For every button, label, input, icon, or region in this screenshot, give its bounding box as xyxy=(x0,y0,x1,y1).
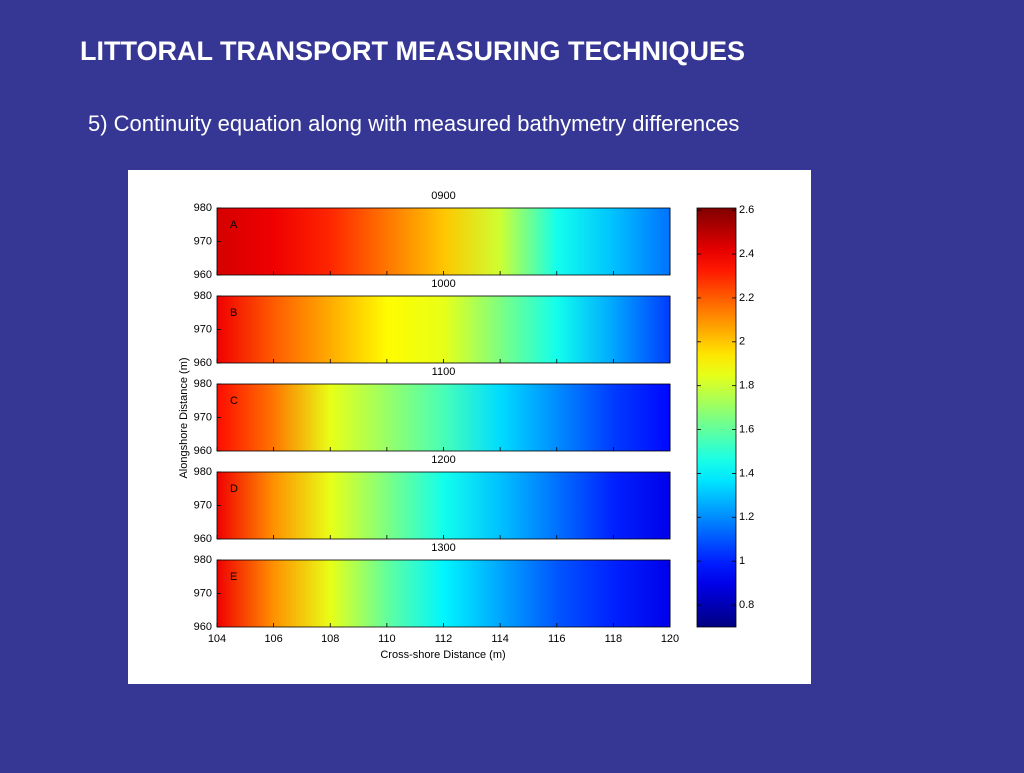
colorbar-tick-label: 2.2 xyxy=(739,292,754,304)
colorbar-tick-label: 1.6 xyxy=(739,423,754,435)
panel-label: B xyxy=(230,307,237,319)
y-tick-label: 970 xyxy=(194,411,212,423)
heatmap-cell xyxy=(556,472,614,539)
y-tick-label: 980 xyxy=(194,202,212,214)
x-tick-label: 106 xyxy=(264,633,282,645)
heatmap-cell xyxy=(613,208,671,275)
heatmap-cell xyxy=(273,296,331,363)
heatmap-cell xyxy=(556,208,614,275)
heatmap-cell xyxy=(556,560,614,627)
heatmap-cell xyxy=(500,296,558,363)
heatmap-cell xyxy=(613,472,671,539)
heatmap-cell xyxy=(443,296,501,363)
y-tick-label: 960 xyxy=(194,533,212,545)
x-tick-label: 116 xyxy=(548,633,566,645)
colorbar xyxy=(696,207,737,628)
heatmap-cell xyxy=(556,296,614,363)
heatmap-cell xyxy=(273,560,331,627)
y-tick-label: 970 xyxy=(194,499,212,511)
x-tick-label: 114 xyxy=(491,633,509,645)
panel-label: E xyxy=(230,571,237,583)
y-tick-label: 980 xyxy=(194,290,212,302)
slide-subtitle: 5) Continuity equation along with measur… xyxy=(88,111,739,136)
colorbar-tick-label: 1.4 xyxy=(739,467,754,479)
y-axis-label: Alongshore Distance (m) xyxy=(178,357,190,478)
panel-label: C xyxy=(230,395,238,407)
slide-title: LITTORAL TRANSPORT MEASURING TECHNIQUES xyxy=(80,36,745,66)
heatmap-cell xyxy=(386,208,444,275)
heatmap-cell xyxy=(386,384,444,451)
heatmap-cell xyxy=(500,560,558,627)
heatmap-cell xyxy=(217,296,275,363)
heatmap-cell xyxy=(273,384,331,451)
heatmap-cell xyxy=(217,384,275,451)
y-tick-label: 970 xyxy=(194,235,212,247)
heatmap-cell xyxy=(330,384,388,451)
panel-label: D xyxy=(230,483,238,495)
colorbar-tick-label: 2.4 xyxy=(739,248,754,260)
heatmap-cell xyxy=(443,208,501,275)
x-tick-label: 118 xyxy=(605,633,623,645)
heatmap-cell xyxy=(556,384,614,451)
heatmap-cell xyxy=(386,472,444,539)
panel-label: A xyxy=(230,219,238,231)
heatmap-cell xyxy=(273,472,331,539)
heatmap-cell xyxy=(443,384,501,451)
panel-title: 1100 xyxy=(432,366,456,378)
y-tick-label: 970 xyxy=(194,323,212,335)
x-axis-label: Cross-shore Distance (m) xyxy=(380,649,505,661)
colorbar-tick-label: 2.6 xyxy=(739,204,754,216)
heatmap-cell xyxy=(613,384,671,451)
y-tick-label: 960 xyxy=(194,269,212,281)
heatmap-cell xyxy=(500,384,558,451)
panel-title: 0900 xyxy=(431,190,455,202)
colorbar-tick-label: 2 xyxy=(739,336,745,348)
heatmap-cell xyxy=(330,296,388,363)
colorbar-tick-label: 1.8 xyxy=(739,380,754,392)
x-tick-label: 112 xyxy=(435,633,453,645)
heatmap-cell xyxy=(273,208,331,275)
heatmap-cell xyxy=(217,560,275,627)
x-tick-label: 104 xyxy=(208,633,226,645)
heatmap-cell xyxy=(217,472,275,539)
y-tick-label: 960 xyxy=(194,357,212,369)
y-tick-label: 980 xyxy=(194,378,212,390)
heatmap-cell xyxy=(330,560,388,627)
heatmap-cell xyxy=(330,208,388,275)
y-tick-label: 970 xyxy=(194,587,212,599)
y-tick-label: 980 xyxy=(194,554,212,566)
heatmap-cell xyxy=(443,472,501,539)
panel-title: 1200 xyxy=(431,454,455,466)
x-tick-label: 108 xyxy=(321,633,339,645)
heatmap-cell xyxy=(500,472,558,539)
y-tick-label: 960 xyxy=(194,445,212,457)
panel-title: 1300 xyxy=(431,542,455,554)
colorbar-tick-label: 0.8 xyxy=(739,599,754,611)
heatmap-cell xyxy=(500,208,558,275)
colorbar-tick-label: 1 xyxy=(739,555,745,567)
heatmap-cell xyxy=(613,560,671,627)
heatmap-cell xyxy=(386,560,444,627)
x-tick-label: 120 xyxy=(661,633,679,645)
y-tick-label: 980 xyxy=(194,466,212,478)
y-tick-label: 960 xyxy=(194,621,212,633)
heatmap-cell xyxy=(443,560,501,627)
heatmap-cell xyxy=(386,296,444,363)
colorbar-tick-label: 1.2 xyxy=(739,511,754,523)
heatmap-cell xyxy=(613,296,671,363)
heatmap-cell xyxy=(330,472,388,539)
panel-title: 1000 xyxy=(431,278,455,290)
heatmap-cell xyxy=(217,208,275,275)
x-tick-label: 110 xyxy=(378,633,396,645)
